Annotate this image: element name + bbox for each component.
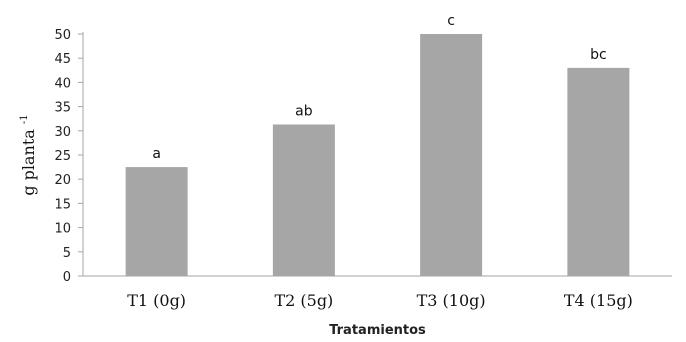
x-tick-label: T1 (0g) (127, 291, 186, 310)
bar (272, 124, 335, 277)
y-tick-label: 40 (54, 76, 71, 91)
bar-data-label: bc (590, 47, 607, 63)
x-axis-title: Tratamientos (329, 323, 426, 338)
bar (567, 67, 630, 276)
data-labels: a ab c bc (152, 13, 606, 162)
y-tick-label: 0 (63, 270, 71, 285)
bars (125, 34, 630, 277)
y-tick-label: 45 (54, 52, 71, 67)
bar-data-label: a (152, 146, 161, 162)
y-tick-label: 50 (54, 28, 71, 43)
y-tick-label: 20 (54, 173, 71, 188)
y-axis-title-superscript: -1 (19, 114, 30, 124)
y-tick-label: 5 (63, 246, 71, 261)
bar-data-label: ab (295, 104, 313, 120)
x-tick-label: T3 (10g) (417, 291, 486, 310)
y-tick-label: 25 (54, 149, 71, 164)
y-axis-title-main: g planta (19, 129, 38, 196)
y-tick-label: 15 (54, 197, 71, 212)
x-tick-label: T4 (15g) (564, 291, 633, 310)
bar (420, 34, 483, 276)
y-axis-ticks: 0 5 10 15 20 25 30 35 40 45 50 (54, 28, 83, 285)
y-axis-title: g planta -1 (19, 114, 38, 195)
y-tick-label: 10 (54, 222, 71, 237)
bar (125, 167, 188, 276)
x-tick-label: T2 (5g) (274, 291, 333, 310)
bar-data-label: c (447, 13, 455, 29)
x-axis-tick-labels: T1 (0g) T2 (5g) T3 (10g) T4 (15g) (127, 291, 633, 310)
y-tick-label: 30 (54, 125, 71, 140)
y-tick-label: 35 (54, 101, 71, 116)
